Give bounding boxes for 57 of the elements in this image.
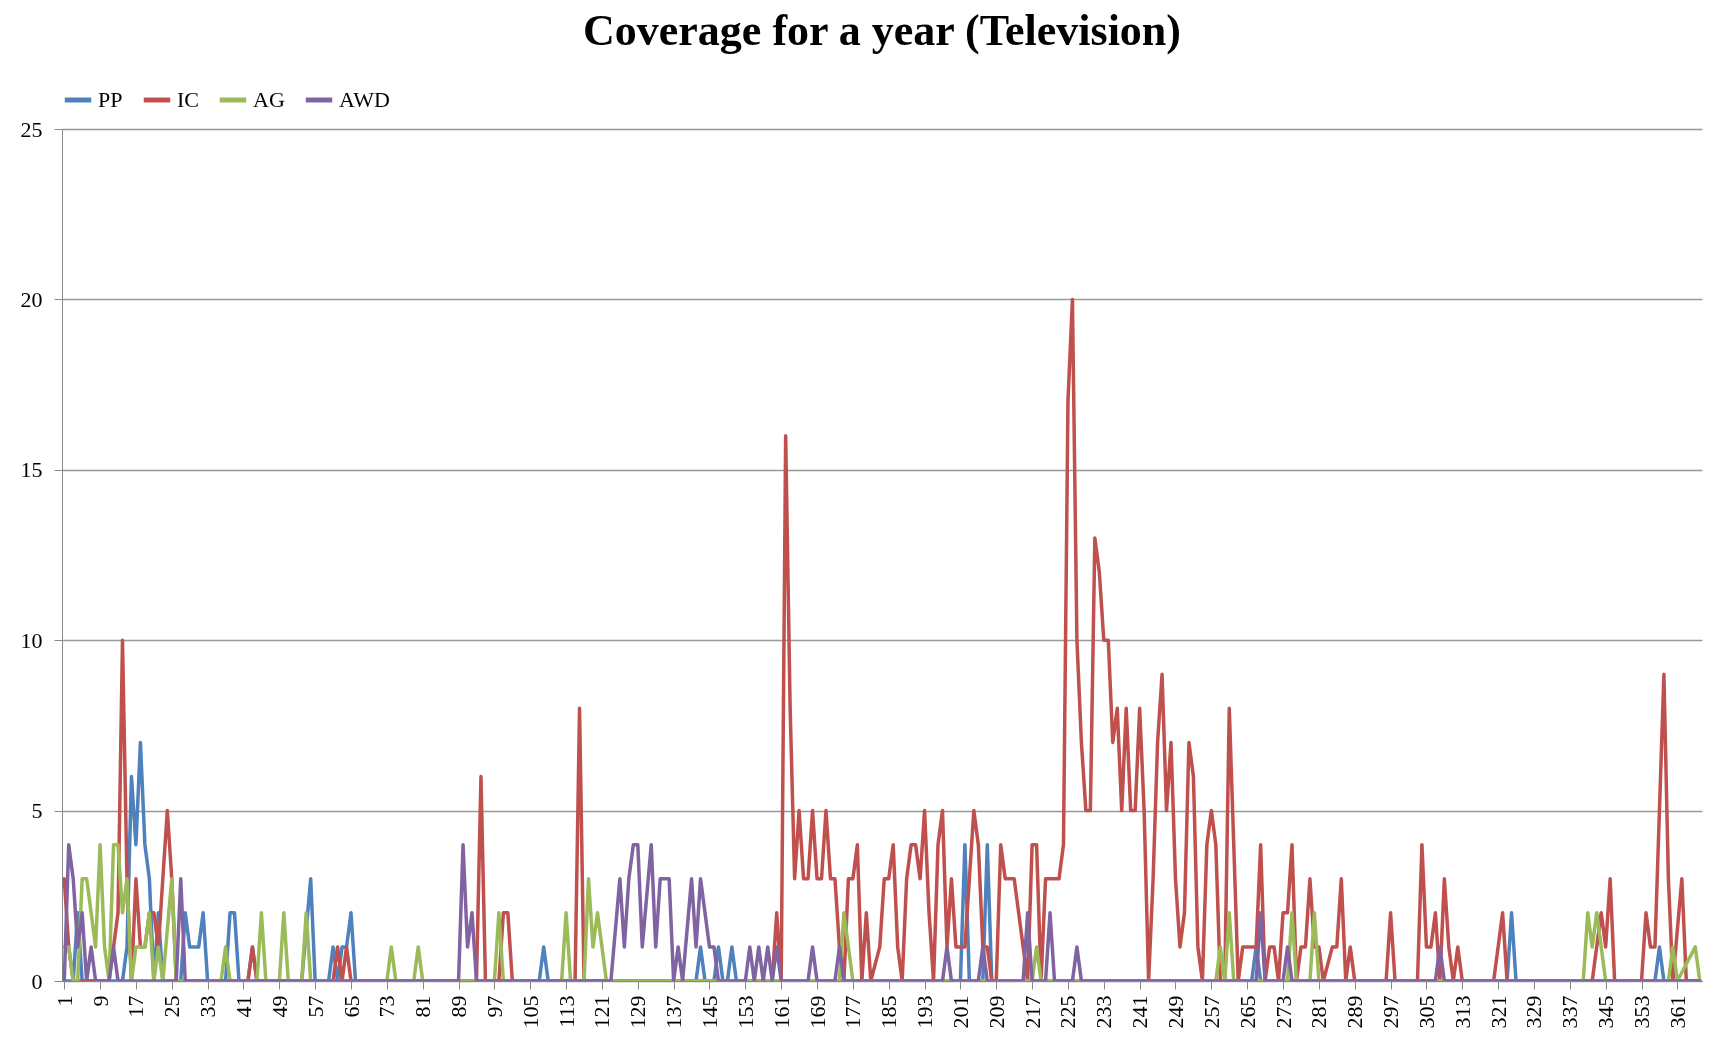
y-tick-label: 15	[20, 457, 43, 483]
x-tick-label: 249	[1163, 995, 1188, 1029]
x-tick-label: 81	[410, 995, 436, 1018]
x-tick-label: 233	[1091, 995, 1117, 1029]
x-tick-label: 265	[1234, 995, 1260, 1029]
x-tick-label: 201	[947, 995, 973, 1029]
x-tick-label: 345	[1593, 995, 1619, 1029]
legend-label: IC	[177, 87, 199, 112]
legend-label: AG	[253, 87, 285, 112]
y-tick-label: 25	[20, 116, 43, 142]
x-tick-label: 89	[446, 995, 472, 1018]
x-tick-label: 169	[804, 995, 830, 1029]
x-tick-label: 193	[912, 995, 938, 1029]
x-tick-label: 289	[1342, 995, 1368, 1029]
x-tick-label: 113	[553, 995, 579, 1028]
x-tick-label: 121	[589, 995, 615, 1029]
x-tick-label: 337	[1557, 995, 1583, 1029]
x-tick-label: 185	[876, 995, 902, 1029]
chart-title: Coverage for a year (Television)	[583, 6, 1181, 55]
x-tick-label: 177	[840, 995, 866, 1029]
x-tick-label: 41	[230, 995, 256, 1018]
legend-label: AWD	[339, 87, 390, 112]
x-tick-label: 97	[481, 995, 507, 1018]
x-tick-label: 257	[1198, 995, 1224, 1029]
x-tick-label: 161	[768, 995, 794, 1029]
x-tick-label: 49	[266, 995, 292, 1018]
x-tick-label: 1	[51, 995, 77, 1007]
x-tick-label: 225	[1055, 995, 1081, 1029]
x-tick-label: 25	[159, 995, 185, 1018]
x-tick-label: 281	[1306, 995, 1332, 1029]
y-tick-label: 20	[20, 286, 43, 312]
x-tick-label: 145	[696, 995, 722, 1029]
x-tick-label: 137	[661, 995, 687, 1029]
y-tick-label: 0	[31, 968, 43, 994]
x-tick-label: 353	[1629, 995, 1655, 1029]
x-tick-label: 217	[1019, 995, 1045, 1029]
x-tick-label: 297	[1378, 995, 1404, 1029]
x-tick-label: 129	[625, 995, 651, 1029]
x-tick-label: 57	[302, 995, 328, 1018]
x-tick-label: 361	[1664, 995, 1690, 1029]
x-tick-label: 273	[1270, 995, 1296, 1029]
x-tick-label: 321	[1485, 995, 1511, 1029]
x-tick-label: 209	[983, 995, 1009, 1029]
x-tick-label: 9	[87, 995, 113, 1007]
x-tick-label: 305	[1413, 995, 1439, 1029]
x-tick-label: 17	[123, 995, 149, 1018]
x-tick-label: 73	[374, 995, 400, 1018]
x-tick-label: 65	[338, 995, 364, 1018]
x-tick-label: 241	[1127, 995, 1153, 1029]
x-tick-label: 153	[732, 995, 758, 1029]
legend-label: PP	[98, 87, 123, 112]
x-tick-label: 313	[1449, 995, 1475, 1029]
x-tick-label: 33	[195, 995, 221, 1018]
x-tick-label: 329	[1521, 995, 1547, 1029]
y-tick-label: 10	[20, 627, 43, 653]
x-tick-label: 105	[517, 995, 543, 1029]
y-tick-label: 5	[31, 798, 43, 824]
